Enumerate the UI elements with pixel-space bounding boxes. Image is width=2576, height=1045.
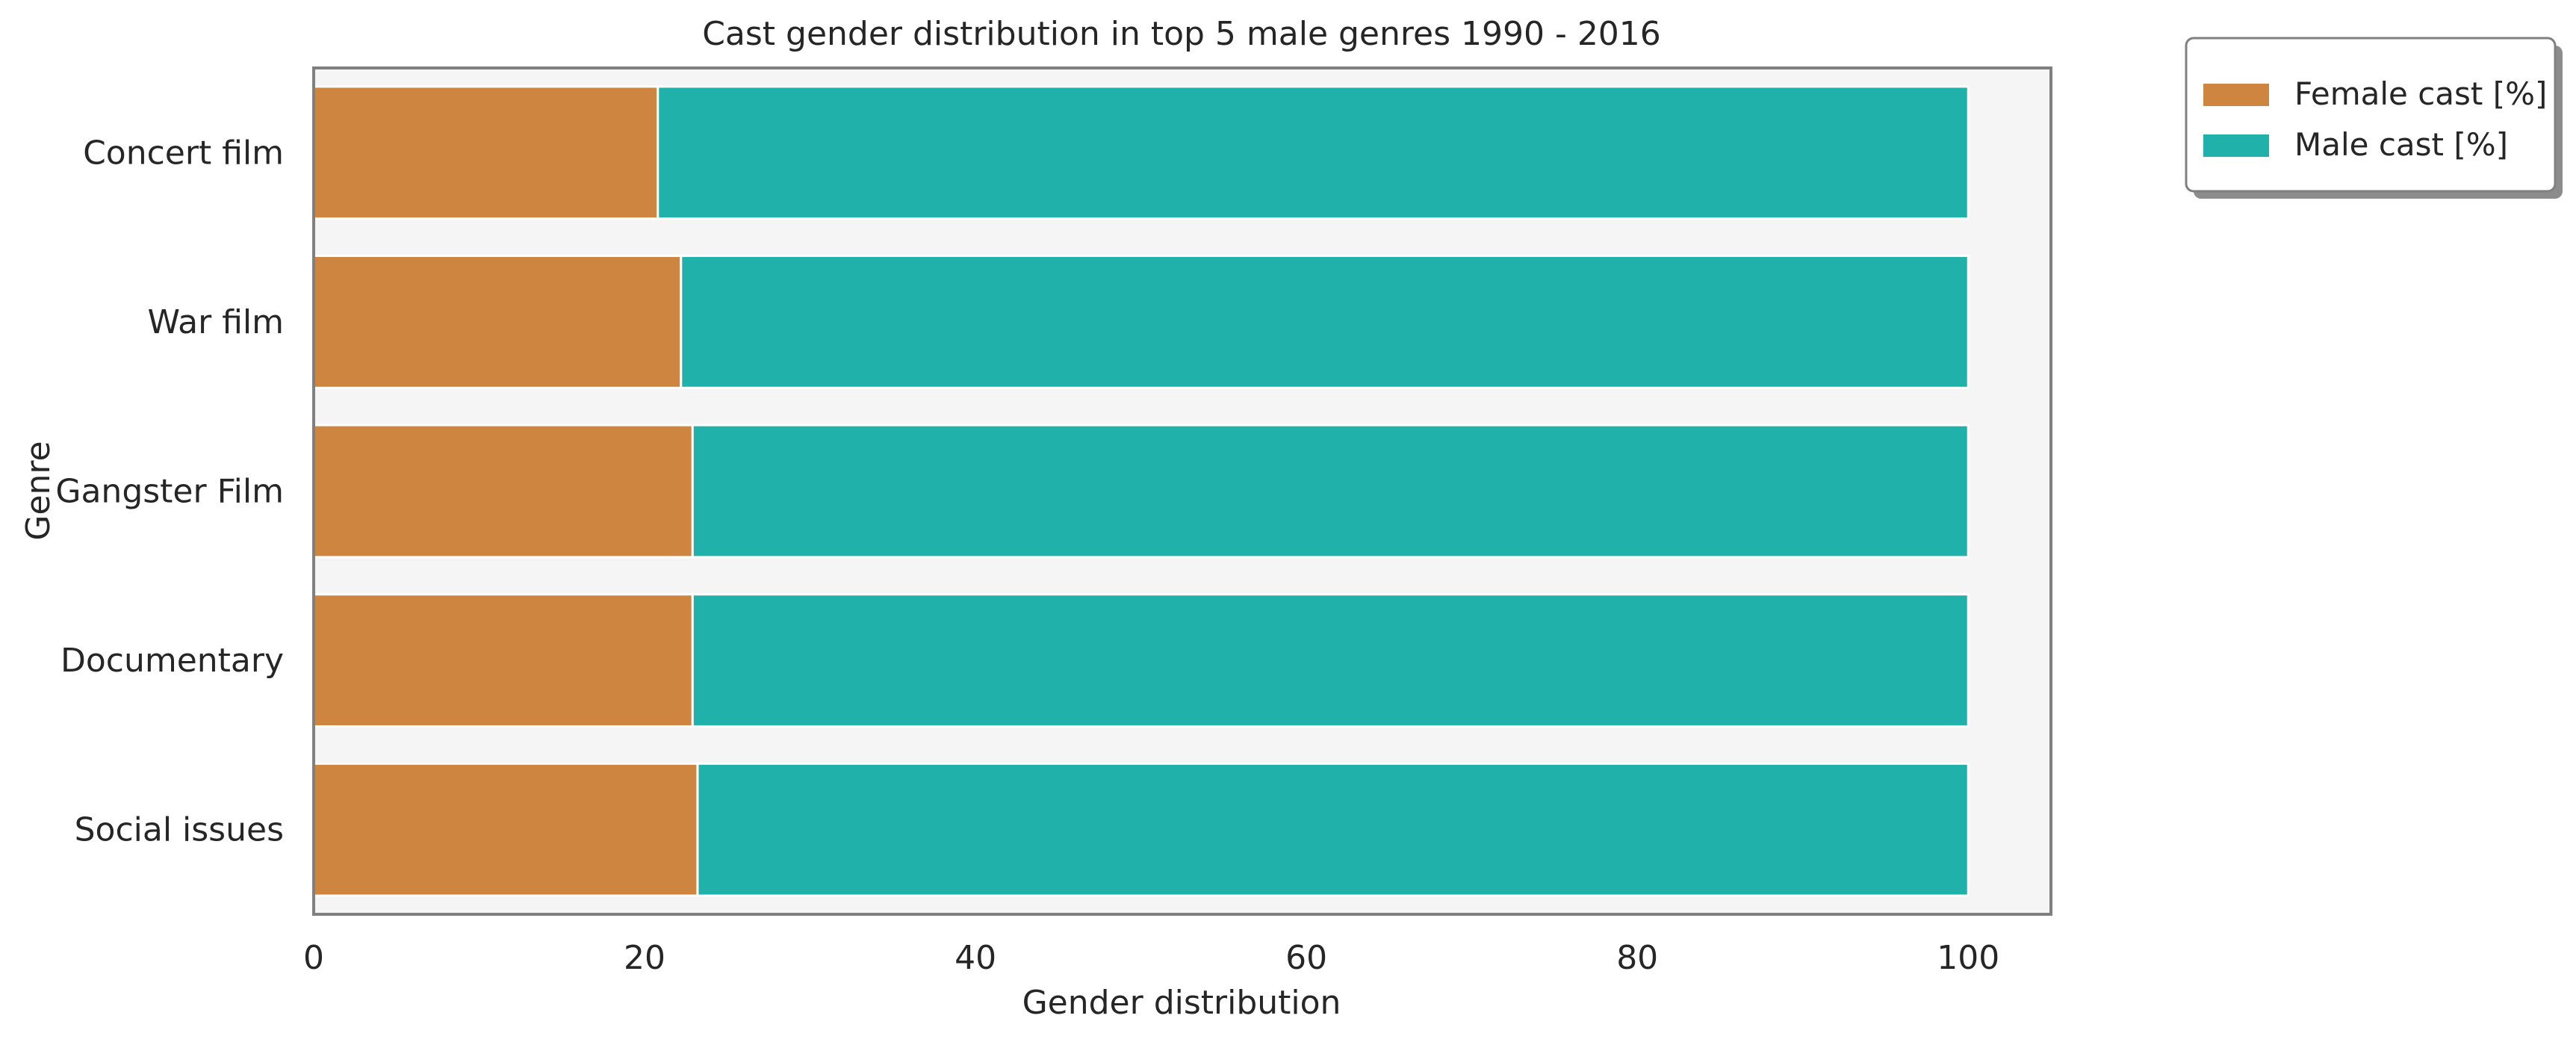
x-axis-label: Gender distribution [1022,984,1341,1022]
legend-entries: Female cast [%] Male cast [%] [2203,75,2547,163]
bar-female-2 [312,424,694,559]
y-tick-labels: Concert film War film Gangster Film Documen… [55,134,284,849]
legend: Female cast [%] Male cast [%] [2185,37,2563,199]
bar-male-4 [696,762,1970,897]
y-axis-label: Genre [19,441,58,540]
bar-female-4 [312,762,699,897]
y-tick-label: Documentary [60,642,284,680]
bar-male-3 [691,593,1970,728]
bar-female-0 [312,85,659,220]
y-tick-label: Concert film [83,134,284,172]
x-tick-labels: 0 20 40 60 80 100 [303,939,1999,977]
x-tick-label: 0 [303,939,324,977]
legend-label: Female cast [%] [2294,75,2547,112]
legend-label: Male cast [%] [2294,126,2508,163]
bar-male-0 [657,85,1970,220]
legend-swatch [2203,134,2269,157]
y-tick-label: War film [147,303,284,341]
chart-title: Cast gender distribution in top 5 male g… [702,15,1661,53]
bar-female-1 [312,255,683,389]
bar-female-3 [312,593,694,728]
legend-swatch [2203,84,2269,106]
x-tick-label: 40 [955,939,996,977]
x-tick-label: 80 [1616,939,1658,977]
plot-frame [312,66,2052,916]
y-tick-label: Gangster Film [55,473,284,511]
bar-male-2 [691,424,1970,559]
legend-box [2185,37,2557,193]
x-tick-label: 100 [1937,939,1999,977]
bars-layer [312,85,1970,897]
x-tick-label: 60 [1285,939,1327,977]
bar-male-1 [680,255,1970,389]
x-tick-label: 20 [624,939,665,977]
y-tick-label: Social issues [75,811,284,849]
